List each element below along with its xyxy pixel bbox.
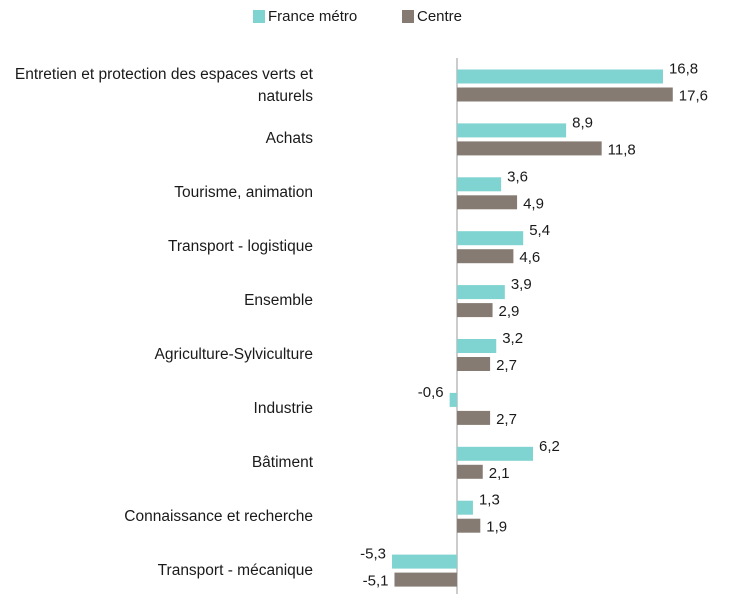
bar bbox=[457, 339, 497, 353]
bar bbox=[457, 410, 491, 425]
category-label: Bâtiment bbox=[251, 453, 313, 471]
data-label: 5,4 bbox=[529, 222, 550, 239]
data-label: -5,3 bbox=[360, 546, 386, 563]
bar bbox=[457, 285, 505, 300]
bar bbox=[457, 69, 663, 84]
data-label: 2,7 bbox=[496, 357, 517, 374]
category-label: Agriculture-Sylviculture bbox=[154, 346, 314, 363]
data-label: 11,8 bbox=[608, 141, 636, 158]
bar bbox=[457, 303, 493, 318]
bar bbox=[457, 500, 473, 515]
category-label: Ensemble bbox=[244, 292, 313, 310]
category-label: Achats bbox=[265, 130, 313, 148]
category-label: Transport - logistique bbox=[167, 238, 313, 256]
bar bbox=[457, 249, 514, 264]
bar bbox=[457, 87, 673, 102]
legend-label: Centre bbox=[417, 8, 462, 25]
data-label: 2,9 bbox=[499, 303, 520, 320]
category-label: Industrie bbox=[253, 399, 313, 417]
data-label: 2,7 bbox=[496, 411, 517, 428]
legend-swatch bbox=[402, 10, 414, 23]
data-label: 1,3 bbox=[479, 492, 500, 509]
bar bbox=[457, 195, 518, 210]
bar bbox=[457, 464, 483, 479]
data-label: 1,9 bbox=[486, 519, 507, 536]
bar bbox=[457, 357, 491, 371]
category-label: Entretien et protection des espaces vert… bbox=[14, 65, 313, 105]
category-label: Transport - mécanique bbox=[157, 561, 313, 579]
legend-swatch bbox=[253, 10, 265, 23]
data-label: -0,6 bbox=[418, 384, 444, 401]
bar bbox=[457, 123, 567, 138]
bar bbox=[457, 231, 524, 246]
legend-label: France métro bbox=[268, 8, 357, 25]
data-label: 3,2 bbox=[502, 330, 523, 347]
data-label: 17,6 bbox=[679, 87, 708, 104]
data-label: 8,9 bbox=[572, 114, 593, 131]
bar bbox=[394, 572, 457, 587]
bar bbox=[392, 554, 457, 569]
data-label: 6,2 bbox=[539, 438, 560, 455]
data-label: 4,6 bbox=[519, 249, 540, 266]
data-label: 3,6 bbox=[507, 168, 528, 185]
category-label: Tourisme, animation bbox=[174, 184, 313, 202]
data-label: 2,1 bbox=[489, 465, 510, 482]
data-label: 4,9 bbox=[523, 195, 544, 212]
data-label: 16,8 bbox=[669, 60, 698, 77]
bar bbox=[457, 446, 534, 461]
bar bbox=[457, 518, 481, 533]
bar bbox=[449, 392, 457, 407]
data-label: -5,1 bbox=[363, 573, 389, 590]
category-label: Connaissance et recherche bbox=[124, 507, 313, 525]
bar bbox=[457, 177, 502, 192]
data-label: 3,9 bbox=[511, 276, 532, 293]
bar bbox=[457, 141, 602, 156]
